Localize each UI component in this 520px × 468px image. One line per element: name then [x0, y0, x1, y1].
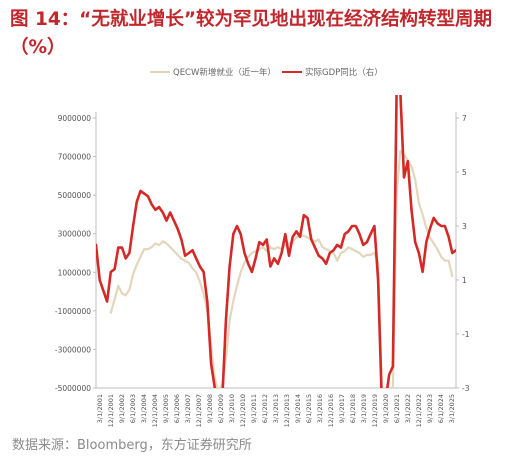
y-right-tick-label: -1	[462, 330, 470, 339]
x-tick-label: 12/1/2022	[415, 394, 423, 427]
x-tick-label: 6/1/2012	[261, 394, 269, 423]
x-tick-label: 3/1/2025	[448, 394, 456, 423]
x-tick-label: 3/1/2004	[140, 394, 148, 423]
y-left-tick-label: -3000000	[55, 345, 91, 354]
x-tick-label: 3/1/2010	[228, 394, 236, 423]
series-line-qcew	[109, 149, 454, 388]
y-left-tick-label: 3000000	[58, 230, 92, 239]
y-left-tick-label: 9000000	[58, 114, 92, 123]
chart-title: 图 14：“无就业增长”较为罕见地出现在经济结构转型周期 （%）	[10, 6, 515, 62]
title-line-2: （%）	[10, 37, 66, 58]
y-left-tick-label: 1000000	[58, 268, 92, 277]
x-tick-label: 6/1/2024	[437, 394, 445, 423]
x-tick-label: 12/1/2016	[327, 394, 335, 427]
x-tick-label: 12/1/2001	[107, 394, 115, 427]
legend-swatch-gdp	[282, 70, 302, 74]
x-tick-label: 6/1/2009	[217, 394, 225, 423]
title-line-1: 图 14：“无就业增长”较为罕见地出现在经济结构转型周期	[10, 9, 493, 30]
x-tick-label: 3/1/2016	[316, 394, 324, 423]
x-tick-label: 9/1/2002	[118, 394, 126, 423]
x-tick-label: 12/1/2004	[151, 394, 159, 427]
x-tick-label: 12/1/2019	[371, 394, 379, 427]
x-tick-label: 9/1/2005	[162, 394, 170, 423]
x-tick-label: 3/1/2013	[272, 394, 280, 423]
x-tick-label: 6/1/2018	[349, 394, 357, 423]
x-tick-label: 12/1/2007	[195, 394, 203, 427]
x-tick-label: 6/1/2003	[129, 394, 137, 423]
x-tick-label: 9/1/2023	[426, 394, 434, 423]
x-tick-label: 3/1/2007	[184, 394, 192, 423]
x-tick-label: 9/1/2008	[206, 394, 214, 423]
legend-label-gdp: 实际GDP同比（右）	[305, 68, 383, 78]
x-tick-label: 3/1/2001	[96, 394, 104, 423]
x-tick-label: 12/1/2013	[283, 394, 291, 427]
y-right-tick-label: 7	[462, 114, 467, 123]
series-lines	[96, 95, 456, 388]
y-left-tick-label: 7000000	[58, 153, 92, 162]
y-left-tick-label: 5000000	[58, 191, 92, 200]
series-line-gdp	[96, 95, 456, 388]
source-note: 数据来源：Bloomberg，东方证券研究所	[12, 438, 252, 453]
y-right-tick-label: -3	[462, 384, 470, 393]
y-left-tick-label: -5000000	[55, 384, 91, 393]
y-left-tick-label: -1000000	[55, 307, 91, 316]
y-right-tick-label: 3	[462, 222, 467, 231]
x-tick-label: 3/1/2022	[404, 394, 412, 423]
legend-swatch-qcew	[150, 70, 170, 74]
x-tick-label: 9/1/2020	[382, 394, 390, 423]
legend-item-gdp: 实际GDP同比（右）	[282, 66, 383, 78]
y-right-tick-label: 1	[462, 276, 467, 285]
x-tick-label: 6/1/2006	[173, 394, 181, 423]
x-tick-label: 6/1/2021	[393, 394, 401, 423]
legend-item-qcew: QECW新增就业（近一年）	[150, 66, 276, 78]
x-tick-label: 9/1/2011	[250, 394, 258, 423]
x-tick-label: 9/1/2014	[294, 394, 302, 423]
chart-legend: QECW新增就业（近一年） 实际GDP同比（右）	[0, 66, 520, 82]
legend-label-qcew: QECW新增就业（近一年）	[173, 68, 276, 78]
x-tick-label: 6/1/2015	[305, 394, 313, 423]
x-tick-label: 9/1/2017	[338, 394, 346, 423]
x-tick-label: 3/1/2019	[360, 394, 368, 423]
x-tick-label: 12/1/2010	[239, 394, 247, 427]
y-right-tick-label: 5	[462, 168, 467, 177]
